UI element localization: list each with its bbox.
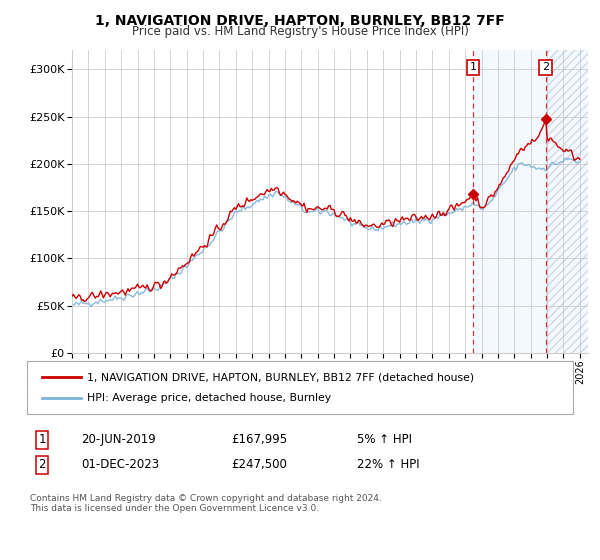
Text: 20-JUN-2019: 20-JUN-2019 — [81, 433, 156, 446]
Text: HPI: Average price, detached house, Burnley: HPI: Average price, detached house, Burn… — [87, 393, 331, 403]
Text: Price paid vs. HM Land Registry's House Price Index (HPI): Price paid vs. HM Land Registry's House … — [131, 25, 469, 38]
Text: 2: 2 — [542, 62, 549, 72]
Text: 1: 1 — [469, 62, 476, 72]
Text: 1, NAVIGATION DRIVE, HAPTON, BURNLEY, BB12 7FF: 1, NAVIGATION DRIVE, HAPTON, BURNLEY, BB… — [95, 14, 505, 28]
Bar — [546, 50, 588, 353]
Text: £167,995: £167,995 — [231, 433, 287, 446]
Text: 5% ↑ HPI: 5% ↑ HPI — [357, 433, 412, 446]
Text: 1, NAVIGATION DRIVE, HAPTON, BURNLEY, BB12 7FF (detached house): 1, NAVIGATION DRIVE, HAPTON, BURNLEY, BB… — [87, 372, 474, 382]
Text: £247,500: £247,500 — [231, 458, 287, 472]
Text: 2: 2 — [38, 458, 46, 472]
Text: 01-DEC-2023: 01-DEC-2023 — [81, 458, 159, 472]
Text: Contains HM Land Registry data © Crown copyright and database right 2024.
This d: Contains HM Land Registry data © Crown c… — [30, 494, 382, 514]
Bar — [546, 50, 588, 353]
Text: 1: 1 — [38, 433, 46, 446]
Bar — [473, 50, 546, 353]
Text: 22% ↑ HPI: 22% ↑ HPI — [357, 458, 419, 472]
